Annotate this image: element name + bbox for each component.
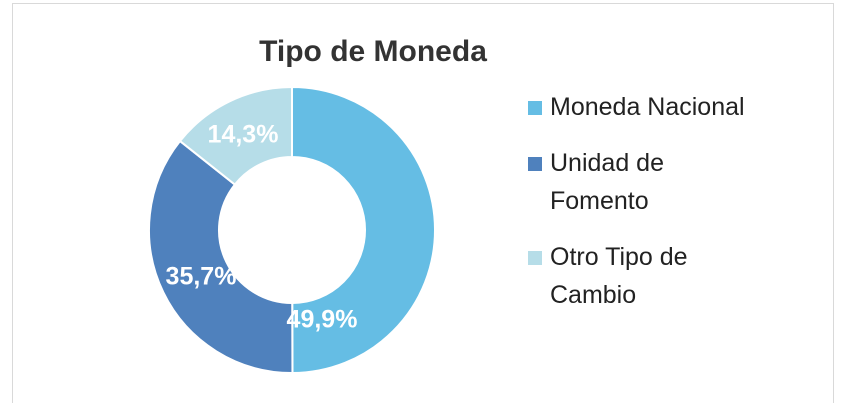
legend-swatch	[528, 251, 542, 265]
legend-item: Unidad de Fomento	[528, 144, 750, 220]
chart-title: Tipo de Moneda	[259, 35, 487, 68]
legend-label: Otro Tipo de Cambio	[550, 243, 688, 309]
legend-label: Unidad de Fomento	[550, 149, 664, 215]
legend: Moneda Nacional Unidad de Fomento Otro Tip…	[528, 88, 788, 332]
legend-item: Moneda Nacional	[528, 88, 810, 126]
donut-slice	[291, 85, 436, 375]
donut-slice	[148, 139, 294, 374]
legend-item: Otro Tipo de Cambio	[528, 238, 750, 314]
data-label: 14,3%	[208, 121, 279, 149]
donut-slice	[178, 85, 293, 186]
legend-swatch	[528, 157, 542, 171]
data-label: 49,9%	[287, 306, 358, 334]
data-label: 35,7%	[166, 263, 237, 291]
legend-swatch	[528, 101, 542, 115]
legend-label: Moneda Nacional	[550, 93, 745, 121]
chart-frame	[12, 3, 834, 403]
